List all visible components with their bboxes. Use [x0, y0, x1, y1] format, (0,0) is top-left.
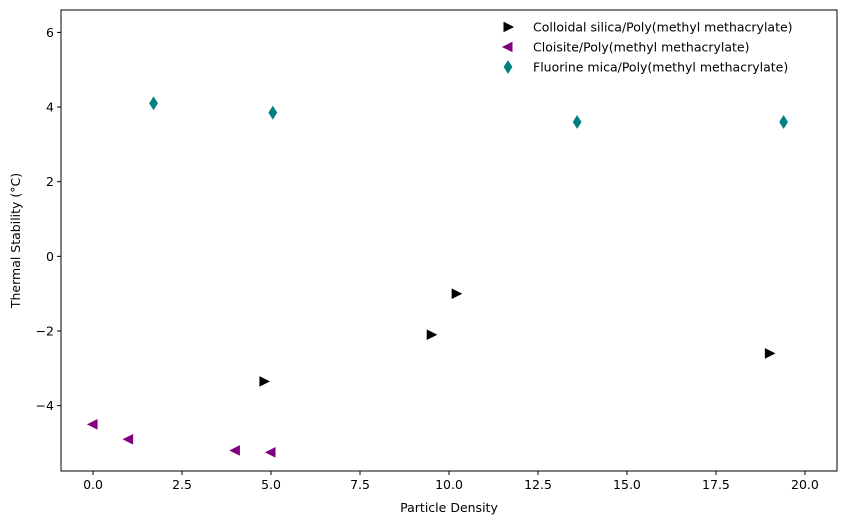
- series-1: [86, 419, 276, 458]
- legend-marker: [503, 21, 515, 33]
- x-axis-label: Particle Density: [400, 500, 498, 515]
- plot-area: [86, 96, 788, 458]
- data-point: [268, 105, 278, 120]
- legend-label: Cloisite/Poly(methyl methacrylate): [533, 40, 750, 55]
- data-point: [572, 115, 582, 129]
- x-tick-label: 5.0: [261, 477, 281, 492]
- x-tick-label: 17.5: [702, 477, 730, 492]
- y-tick-label: 4: [46, 100, 54, 115]
- y-axis: −4 −2 0 2 4 6: [36, 25, 61, 413]
- y-axis-label: Thermal Stability (°C): [8, 173, 23, 309]
- legend: Colloidal silica/Poly(methyl methacrylat…: [501, 20, 793, 75]
- legend-label: Colloidal silica/Poly(methyl methacrylat…: [533, 20, 793, 35]
- data-point: [122, 433, 134, 445]
- y-tick-label: −2: [36, 324, 54, 339]
- x-tick-label: 20.0: [791, 477, 819, 492]
- data-point: [779, 115, 788, 129]
- x-tick-label: 0.0: [83, 477, 103, 492]
- data-point: [451, 288, 463, 300]
- x-tick-label: 12.5: [524, 477, 552, 492]
- legend-marker: [503, 60, 513, 74]
- y-tick-label: −4: [36, 398, 54, 413]
- y-tick-label: 2: [46, 174, 54, 189]
- x-tick-label: 7.5: [350, 477, 370, 492]
- legend-marker: [501, 41, 513, 53]
- data-point: [764, 348, 776, 359]
- legend-label: Fluorine mica/Poly(methyl methacrylate): [533, 60, 788, 75]
- series-2: [149, 96, 788, 129]
- data-point: [229, 445, 240, 456]
- x-tick-label: 10.0: [435, 477, 463, 492]
- series-0: [259, 288, 776, 387]
- y-tick-label: 0: [46, 249, 54, 264]
- data-point: [259, 376, 271, 387]
- data-point: [149, 96, 158, 111]
- x-axis: 0.0 2.5 5.0 7.5 10.0 12.5 15.0 17.5 20.0: [83, 471, 819, 492]
- data-point: [86, 419, 98, 430]
- plot-frame: [60, 9, 838, 472]
- y-tick-label: 6: [46, 25, 54, 40]
- x-tick-label: 15.0: [613, 477, 641, 492]
- x-tick-label: 2.5: [172, 477, 192, 492]
- data-point: [426, 329, 438, 341]
- data-point: [264, 447, 276, 458]
